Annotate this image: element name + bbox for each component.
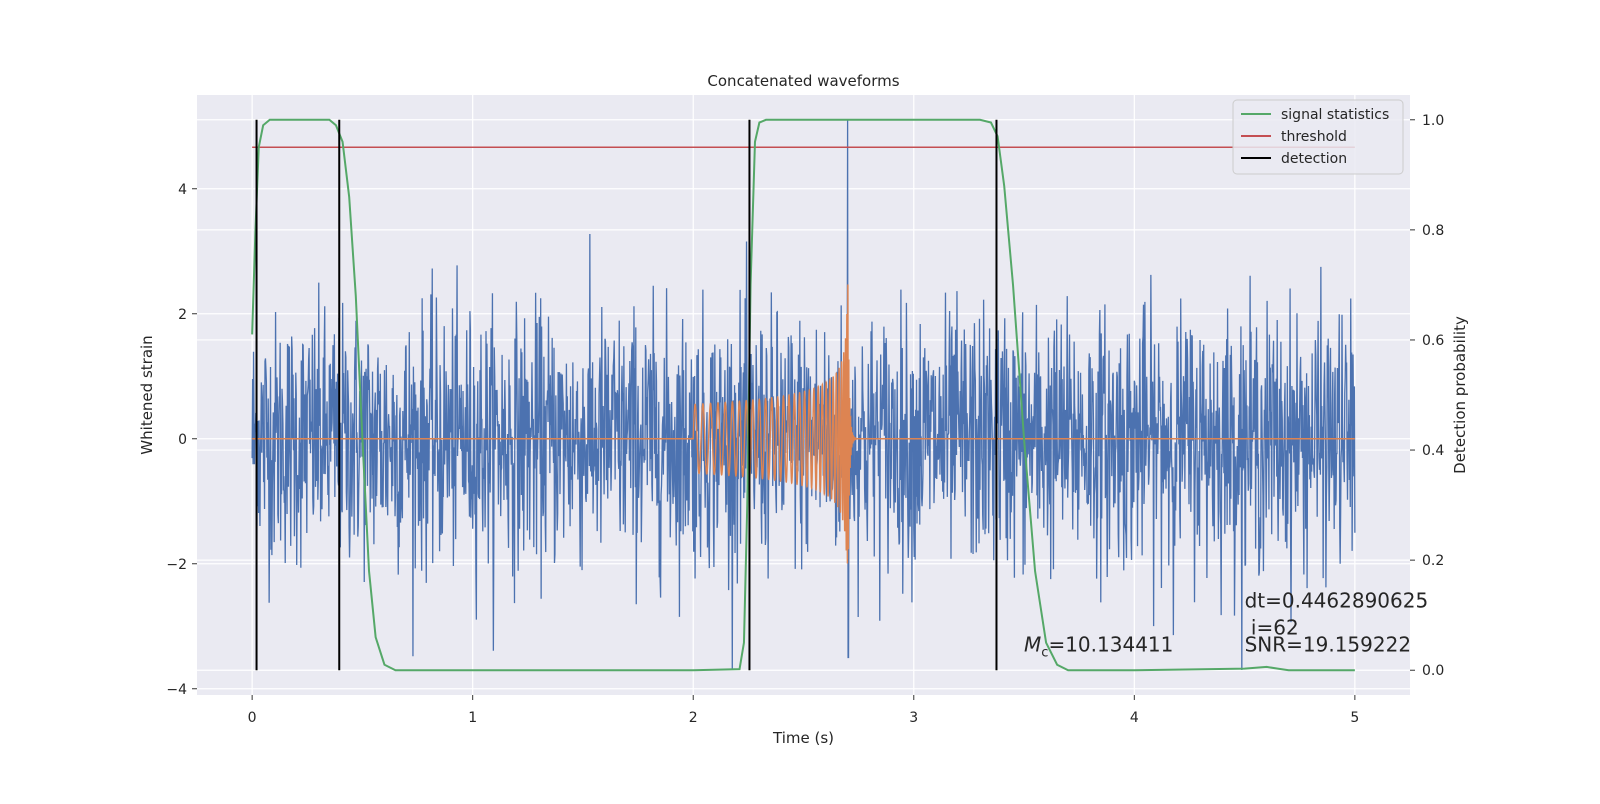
y-tick-label: −4 xyxy=(166,682,187,698)
chirp-mass-subscript: c xyxy=(1041,645,1048,660)
y-tick-label: 0 xyxy=(178,432,187,448)
y-tick-label: 2 xyxy=(178,307,187,323)
y-tick-label: −2 xyxy=(166,557,187,573)
y2-axis-label: Detection probability xyxy=(1451,316,1469,474)
x-tick-label: 5 xyxy=(1350,710,1359,726)
legend-label: signal statistics xyxy=(1281,107,1389,123)
legend-box xyxy=(1232,99,1404,175)
dt-annotation: dt=0.4462890625 xyxy=(1245,589,1429,613)
x-tick-label: 3 xyxy=(909,710,918,726)
legend-label: detection xyxy=(1281,151,1347,167)
index-annotation: i=62 xyxy=(1245,615,1299,639)
chart-title: Concatenated waveforms xyxy=(707,72,899,90)
y2-tick-label: 0.2 xyxy=(1422,553,1444,569)
annotations: Mc=10.134411 dt=0.4462890625 i=62 SNR=19… xyxy=(1024,589,1428,661)
y2-tick-label: 0.4 xyxy=(1422,443,1444,459)
snr-annotation: SNR=19.159222 xyxy=(1245,632,1411,656)
template-series-line xyxy=(252,284,1355,564)
y-tick-label: 4 xyxy=(178,182,187,198)
x-tick-label: 2 xyxy=(689,710,698,726)
y2-tick-label: 0.6 xyxy=(1422,333,1444,349)
y-axis-label: Whitened strain xyxy=(138,335,156,454)
strain-series-line xyxy=(251,119,1356,671)
y2-tick-label: 1.0 xyxy=(1422,113,1444,129)
x-tick-label: 4 xyxy=(1130,710,1139,726)
x-tick-label: 0 xyxy=(248,710,257,726)
chirp-mass-symbol: M xyxy=(1024,632,1041,656)
legend-label: threshold xyxy=(1281,129,1347,145)
series-layer xyxy=(251,118,1356,672)
legend: signal statistics threshold detection xyxy=(1232,99,1404,175)
chirp-mass-annotation: Mc=10.134411 xyxy=(1024,632,1173,660)
y2-tick-label: 0.8 xyxy=(1422,223,1444,239)
x-axis-label: Time (s) xyxy=(772,729,834,747)
signal-statistics-line xyxy=(251,118,1355,672)
x-tick-label: 1 xyxy=(468,710,477,726)
y2-tick-label: 0.0 xyxy=(1422,663,1444,679)
chirp-mass-value: =10.134411 xyxy=(1048,632,1173,656)
axes: 0 1 2 3 4 5 −4 −2 0 2 4 0.0 0.2 0.4 0.6 0.8 1.0 xyxy=(166,113,1444,726)
